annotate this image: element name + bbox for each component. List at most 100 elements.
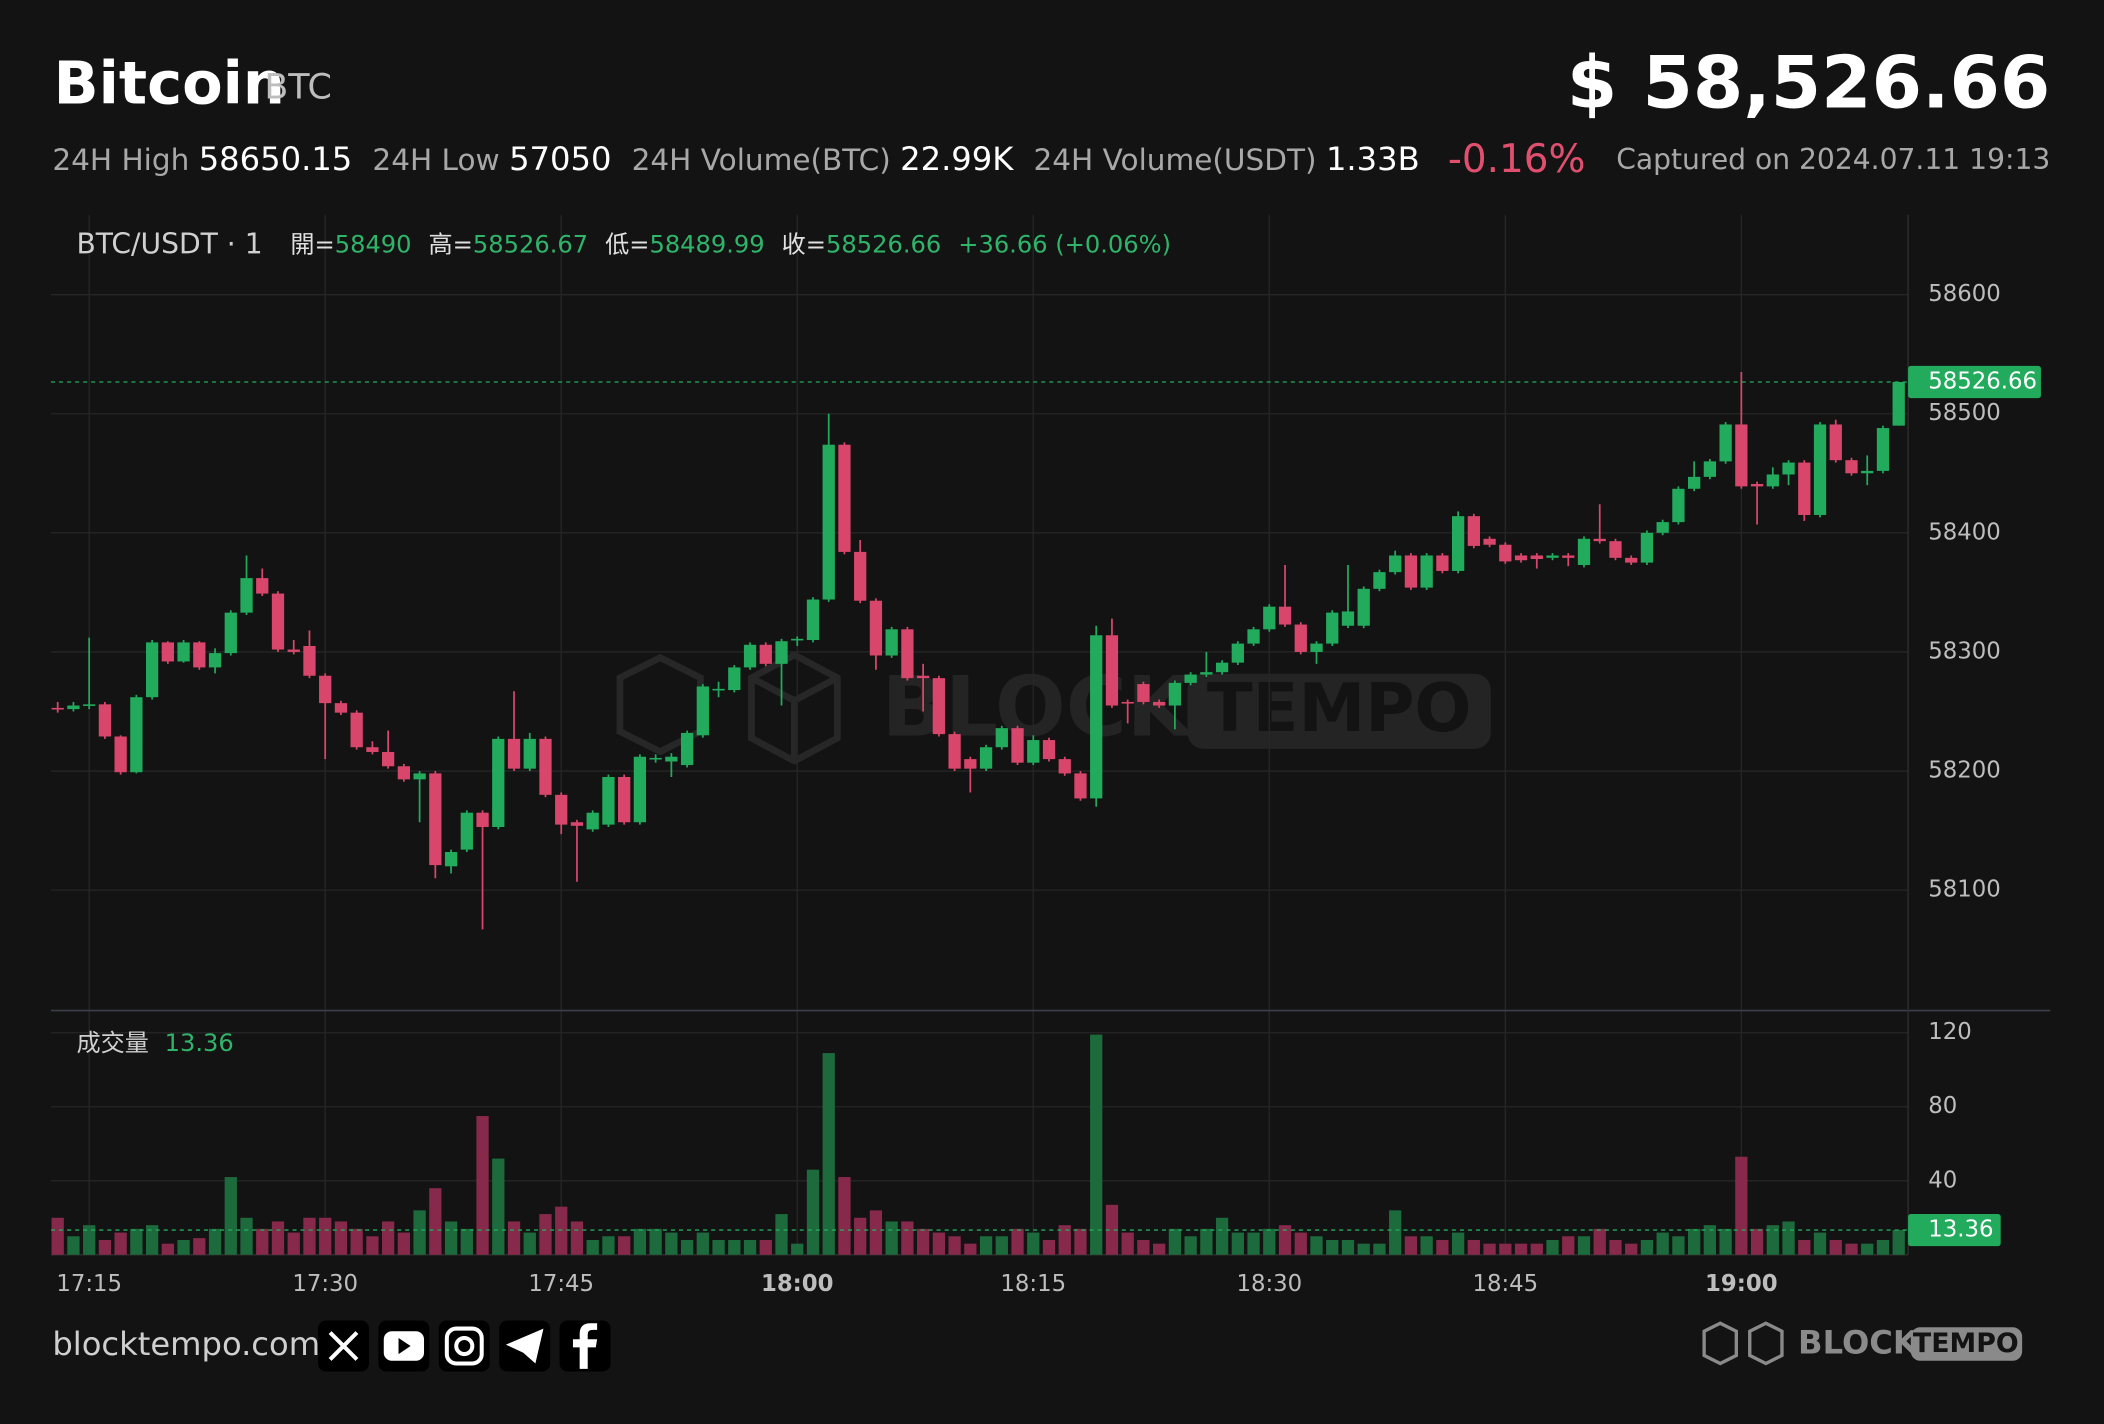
instagram-icon[interactable] (438, 1320, 490, 1372)
candle-body (602, 776, 615, 825)
volume-tick-label: 120 (1928, 1019, 1972, 1045)
volume-bar (539, 1214, 552, 1255)
candle-body (460, 812, 473, 850)
stat-label: 24H Volume(USDT) (1034, 143, 1317, 177)
telegram-icon[interactable] (499, 1320, 551, 1372)
volume-bar (1278, 1225, 1292, 1255)
volume-bar (838, 1177, 851, 1255)
site-name: blocktempo.com (52, 1325, 320, 1363)
candle-body (665, 756, 678, 762)
volume-bar (366, 1236, 379, 1255)
facebook-icon[interactable] (559, 1320, 611, 1372)
youtube-icon[interactable] (378, 1320, 430, 1372)
volume-bar (680, 1239, 694, 1255)
candle-body (83, 704, 96, 706)
candle-body (775, 641, 788, 664)
candle-body (1042, 740, 1056, 760)
x-tick-label: 18:00 (761, 1271, 834, 1297)
volume-bar (1357, 1243, 1370, 1255)
candle-body (649, 757, 662, 760)
watermark-icon (616, 651, 841, 765)
candle-body (1200, 672, 1213, 675)
candle-body (334, 703, 348, 713)
candle-body (1562, 555, 1575, 558)
volume-bar (444, 1221, 458, 1255)
candle-body (712, 688, 725, 691)
candle-body (1153, 701, 1166, 706)
volume-bar (1137, 1239, 1150, 1255)
volume-bar (1499, 1243, 1512, 1255)
volume-bar (1546, 1239, 1559, 1255)
x-tick-label: 18:30 (1236, 1271, 1302, 1297)
social-icons (318, 1320, 611, 1372)
candle-body (806, 599, 820, 641)
y-tick-label: 58500 (1928, 400, 2001, 426)
volume-bar (1326, 1239, 1339, 1255)
candle-body (350, 712, 363, 748)
volume-bar (240, 1217, 253, 1255)
candle-body (1294, 624, 1307, 652)
candle-body (1593, 538, 1606, 542)
volume-bar (413, 1210, 426, 1255)
last-volume-tag (1908, 1213, 2001, 1247)
x-tick-label: 18:45 (1472, 1271, 1538, 1297)
candle-body (319, 675, 332, 704)
legend-value: 58526.66 (826, 231, 941, 259)
volume-tick-label: 40 (1928, 1167, 1957, 1193)
volume-bar (523, 1232, 536, 1255)
volume-bar (932, 1232, 945, 1255)
y-tick-label: 58400 (1928, 519, 2001, 545)
candle-body (1640, 532, 1654, 563)
volume-bar (1845, 1243, 1858, 1255)
volume-bar (397, 1232, 411, 1255)
x-tick-label: 19:00 (1705, 1271, 1778, 1297)
candle-body (916, 675, 930, 679)
plot: 58100 58200 58300 58400 58500 58600 40 80 120 17:… (50, 214, 2051, 1297)
volume-bar (1404, 1236, 1418, 1255)
watermark-right: TEMPO (1207, 669, 1472, 747)
candle-body (1467, 516, 1480, 546)
volume-bar (791, 1243, 804, 1255)
legend-label: 低= (605, 231, 649, 259)
volume-bar (51, 1217, 64, 1255)
x-icon[interactable] (318, 1320, 370, 1372)
candle-body (1672, 488, 1685, 523)
candle-body (1310, 643, 1323, 652)
volume-bar (728, 1239, 741, 1255)
logo-icon (1702, 1321, 1784, 1366)
volume-bar (1451, 1232, 1465, 1255)
candle-body (759, 644, 772, 664)
coin-symbol: BTC (264, 68, 332, 108)
candle-body (130, 697, 143, 773)
volume-bar (1027, 1232, 1040, 1255)
volume-bar (759, 1239, 772, 1255)
candle-body (1121, 701, 1134, 704)
volume-bar (854, 1217, 867, 1255)
volume-bar (1640, 1239, 1654, 1255)
logo-left: BLOCK (1798, 1324, 1919, 1362)
stat-label: 24H Low (372, 143, 499, 177)
y-tick-label: 58200 (1928, 758, 2001, 784)
candle-body (964, 759, 977, 769)
logo-right: TEMPO (1913, 1328, 2019, 1359)
candle-body (680, 732, 694, 766)
volume-bar (1373, 1243, 1386, 1255)
volume-bar (476, 1116, 489, 1255)
candle-body (1609, 541, 1622, 558)
candle-body (193, 642, 206, 668)
last-price-tag (1908, 365, 2041, 399)
volume-bar (1672, 1236, 1685, 1255)
volume-bar (1766, 1225, 1779, 1255)
candle-body (1798, 462, 1811, 515)
x-tick-label: 18:15 (1000, 1271, 1066, 1297)
candle-body (303, 645, 316, 676)
volume-bar (1247, 1232, 1260, 1255)
volume-bar (775, 1214, 788, 1255)
candle-body (1703, 461, 1717, 477)
volume-bar (1389, 1210, 1402, 1255)
candle-body (1074, 773, 1087, 799)
volume-bar (460, 1228, 473, 1255)
volume-bar (869, 1210, 883, 1255)
candle-body (885, 629, 898, 656)
